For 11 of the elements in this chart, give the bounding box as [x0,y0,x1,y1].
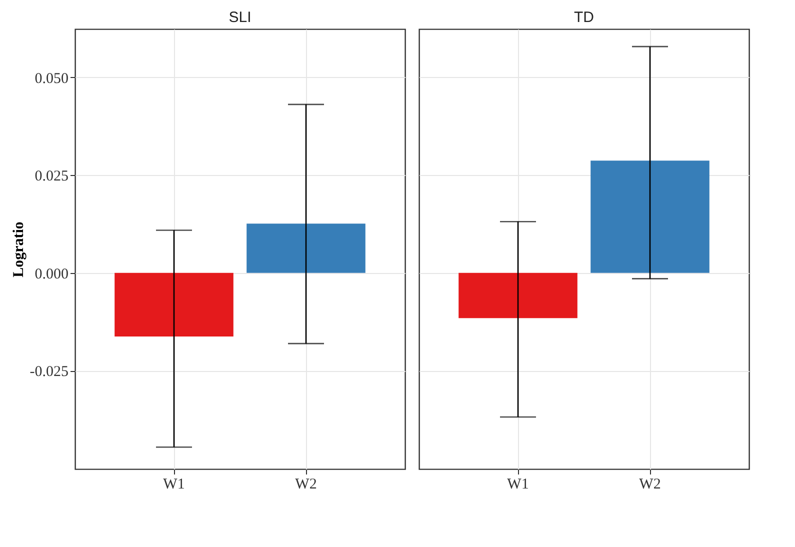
chart-title: TD [574,9,594,26]
x-tick-label: W1 [507,476,529,492]
y-tick-label: 0.050 [34,70,68,87]
y-tick-label: -0.025 [30,364,68,380]
y-axis-title: Logratio [10,222,27,278]
x-tick-label: W2 [295,476,317,492]
y-tick-label: 0.025 [34,168,68,185]
x-tick-label: W2 [639,476,661,492]
x-tick-label: W1 [163,476,185,492]
y-tick-label: 0.000 [34,266,68,282]
chart-title: SLI [228,9,252,26]
